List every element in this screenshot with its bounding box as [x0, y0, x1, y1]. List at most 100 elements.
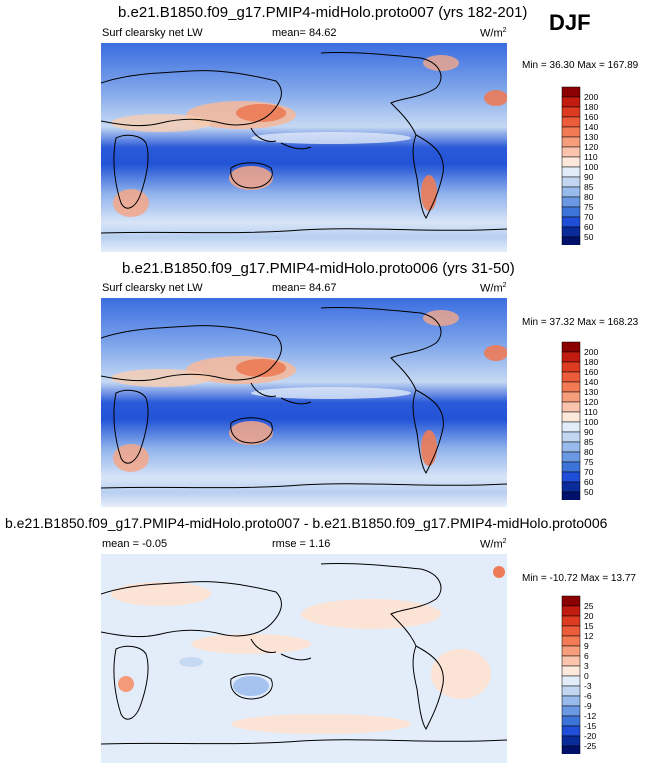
colorbar-box: [561, 491, 581, 500]
colorbar-box: [561, 146, 581, 158]
colorbar-tick-label: 80: [584, 192, 594, 202]
panel1-units: W/m2: [480, 27, 507, 40]
colorbar-tick-label: 100: [584, 417, 598, 427]
colorbar-box: [561, 451, 581, 463]
colorbar-tick-label: 200: [584, 92, 598, 102]
colorbar-box: [561, 655, 581, 667]
colorbar-tick-label: -15: [584, 721, 597, 731]
panel3-mean: mean = -0.05: [102, 538, 167, 550]
colorbar-tick-label: -12: [584, 711, 597, 721]
colorbar-box: [561, 441, 581, 453]
panel3-units-text: W/m: [480, 538, 503, 551]
panel2-map: [101, 298, 507, 507]
colorbar-box: [561, 401, 581, 413]
colorbar-box: [561, 725, 581, 737]
panel3-minmax: Min = -10.72 Max = 13.77: [522, 573, 636, 584]
colorbar-box: [561, 595, 581, 607]
panel1-mean: mean= 84.62: [272, 27, 337, 39]
colorbar-tick-label: 180: [584, 357, 598, 367]
colorbar-box: [561, 351, 581, 363]
colorbar-box: [561, 361, 581, 373]
colorbar-tick-label: 90: [584, 427, 594, 437]
colorbar-box: [561, 106, 581, 118]
colorbar-tick-label: 60: [584, 477, 594, 487]
colorbar-box: [561, 481, 581, 493]
panel3-anomaly-regions: [111, 566, 505, 734]
colorbar-tick-label: 3: [584, 661, 589, 671]
colorbar-box: [561, 166, 581, 178]
colorbar-tick-label: 90: [584, 172, 594, 182]
panel1-warm-regions: [111, 55, 507, 217]
panel2-title: b.e21.B1850.f09_g17.PMIP4-midHolo.proto0…: [122, 260, 515, 277]
colorbar-tick-label: -25: [584, 741, 597, 751]
colorbar-box: [561, 705, 581, 717]
colorbar-tick-label: 50: [584, 232, 594, 242]
colorbar-tick-label: 75: [584, 457, 594, 467]
panel2-mean: mean= 84.67: [272, 282, 337, 294]
colorbar-tick-label: -9: [584, 701, 592, 711]
panel1-mean-value: 84.62: [309, 27, 337, 39]
panel1-variable: Surf clearsky net LW: [102, 27, 203, 39]
panel3-mean-value: -0.05: [142, 538, 168, 550]
colorbar-box: [561, 625, 581, 637]
panel2-map-background: [101, 298, 507, 507]
colorbar-tick-label: 15: [584, 621, 594, 631]
colorbar-box: [561, 236, 581, 245]
colorbar-tick-label: 60: [584, 222, 594, 232]
season-label: DJF: [549, 10, 591, 35]
colorbar-tick-label: -3: [584, 681, 592, 691]
colorbar-tick-label: 200: [584, 347, 598, 357]
colorbar-tick-label: -20: [584, 731, 597, 741]
colorbar-box: [561, 615, 581, 627]
colorbar-box: [561, 116, 581, 128]
colorbar-box: [561, 391, 581, 403]
panel1-map: [101, 43, 507, 252]
colorbar-box: [561, 86, 581, 98]
colorbar-tick-label: 12: [584, 631, 594, 641]
panel3-units-sup: 2: [502, 538, 507, 545]
panel3-title: b.e21.B1850.f09_g17.PMIP4-midHolo.proto0…: [5, 515, 608, 531]
panel3-rmse-value: 1.16: [309, 538, 331, 550]
colorbar-box: [561, 206, 581, 218]
panel2-units-text: W/m: [480, 282, 503, 295]
colorbar-tick-label: 110: [584, 407, 598, 417]
colorbar-box: [561, 136, 581, 148]
colorbar-box: [561, 675, 581, 687]
colorbar-box: [561, 341, 581, 353]
colorbar-box: [561, 371, 581, 383]
colorbar-tick-label: 25: [584, 601, 594, 611]
colorbar-box: [561, 471, 581, 483]
colorbar-tick-label: 85: [584, 437, 594, 447]
panel3-coastlines: [101, 562, 507, 745]
colorbar-box: [561, 96, 581, 108]
colorbar-box: [561, 186, 581, 198]
colorbar-box: [561, 216, 581, 228]
colorbar-tick-label: 80: [584, 447, 594, 457]
colorbar-box: [561, 226, 581, 238]
colorbar-tick-label: 100: [584, 162, 598, 172]
panel2-units: W/m2: [480, 282, 507, 295]
colorbar-box: [561, 461, 581, 473]
colorbar-tick-label: 70: [584, 467, 594, 477]
colorbar-tick-label: 9: [584, 641, 589, 651]
panel1-minmax: Min = 36.30 Max = 167.89: [522, 60, 639, 71]
colorbar-tick-label: 75: [584, 202, 594, 212]
colorbar-tick-label: 180: [584, 102, 598, 112]
colorbar-tick-label: 120: [584, 142, 598, 152]
colorbar-tick-label: 20: [584, 611, 594, 621]
colorbar-box: [561, 665, 581, 677]
colorbar-tick-label: 140: [584, 122, 598, 132]
panel1-units-text: W/m: [480, 27, 503, 40]
panel1-mean-label: mean=: [272, 27, 306, 39]
colorbar-box: [561, 735, 581, 747]
colorbar-tick-label: 0: [584, 671, 589, 681]
panel2-mean-label: mean=: [272, 282, 306, 294]
colorbar-tick-label: 110: [584, 152, 598, 162]
colorbar-box: [561, 715, 581, 727]
colorbar-box: [561, 421, 581, 433]
colorbar-tick-label: 160: [584, 112, 598, 122]
colorbar-tick-label: 140: [584, 377, 598, 387]
